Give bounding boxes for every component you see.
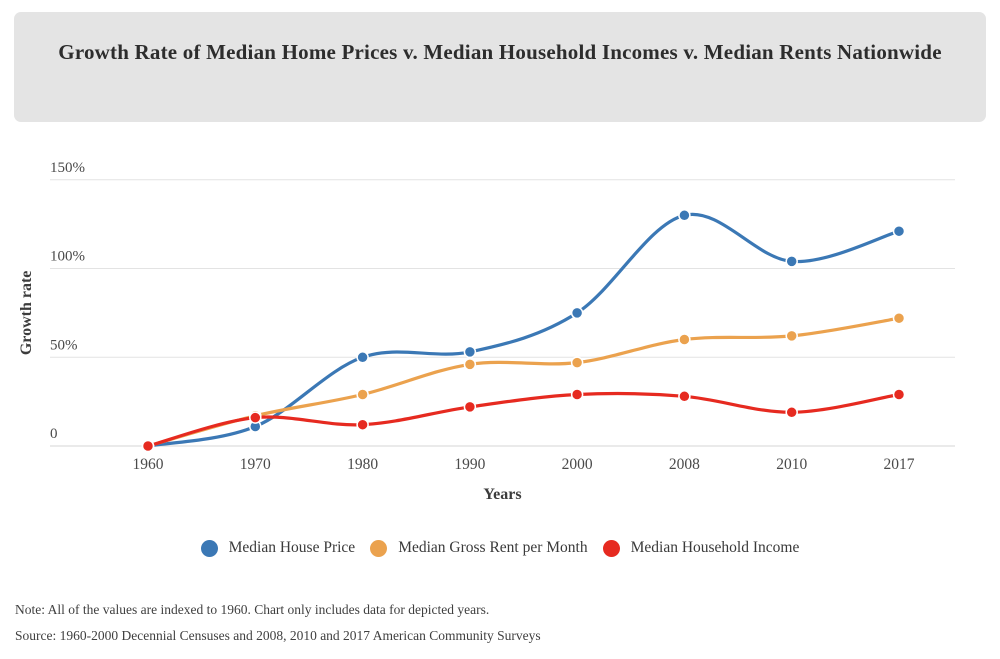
legend-marker-icon [370, 539, 388, 557]
x-axis-title: Years [483, 486, 521, 503]
y-tick-label: 100% [50, 249, 85, 265]
chart-source: Source: 1960-2000 Decennial Censuses and… [15, 628, 541, 643]
data-point-median-household-income-2000[interactable] [570, 388, 584, 401]
line-median-household-income [146, 391, 901, 448]
data-point-median-gross-rent-per-month-2010[interactable] [785, 329, 798, 343]
data-point-median-house-price-2010[interactable] [785, 255, 798, 268]
data-point-median-household-income-1970[interactable] [249, 411, 262, 424]
data-point-median-gross-rent-per-month-2008[interactable] [678, 333, 691, 346]
data-point-median-house-price-1990[interactable] [463, 345, 477, 359]
data-point-median-house-price-2008[interactable] [678, 209, 691, 222]
x-tick-label: 2000 [562, 456, 593, 473]
x-tick-label: 1960 [133, 456, 164, 473]
line-median-gross-rent-per-month [146, 316, 901, 448]
data-point-median-house-price-2000[interactable] [570, 306, 584, 320]
x-tick-label: 2010 [776, 456, 807, 473]
chart-title-card: Growth Rate of Median Home Prices v. Med… [14, 12, 986, 122]
x-tick-label: 2008 [669, 456, 700, 473]
legend-marker-icon [200, 539, 218, 557]
data-point-median-household-income-1960[interactable] [141, 439, 155, 453]
data-point-median-gross-rent-per-month-2017[interactable] [892, 311, 906, 325]
legend-item-median-house-price[interactable]: Median House Price [200, 539, 356, 557]
legend-label: Median House Price [228, 539, 356, 556]
chart-legend: Median House Price Median Gross Rent per … [0, 535, 1000, 561]
x-tick-label: 2017 [884, 456, 915, 473]
legend-label: Median Household Income [630, 539, 800, 556]
growth-rate-line-chart: 0 50% 100% 150% Growth rate 1960 1970 1980 1990 2… [18, 160, 955, 503]
x-tick-label: 1990 [454, 456, 485, 473]
legend-item-median-gross-rent-per-month[interactable]: Median Gross Rent per Month [370, 539, 588, 557]
y-tick-label: 0 [50, 426, 58, 442]
data-point-median-gross-rent-per-month-2000[interactable] [570, 356, 584, 369]
y-axis-title: Growth rate [18, 271, 35, 356]
data-point-median-household-income-2010[interactable] [785, 406, 798, 419]
y-tick-label: 50% [50, 337, 78, 353]
legend-item-median-household-income[interactable]: Median Household Income [602, 539, 800, 557]
data-point-median-household-income-1980[interactable] [356, 418, 369, 431]
data-point-median-gross-rent-per-month-1980[interactable] [356, 388, 369, 401]
data-point-median-house-price-2017[interactable] [892, 224, 906, 238]
legend-marker-icon [602, 539, 620, 557]
chart-title: Growth Rate of Median Home Prices v. Med… [58, 40, 942, 64]
data-point-median-household-income-2017[interactable] [892, 388, 906, 401]
x-tick-label: 1980 [347, 456, 378, 473]
data-point-median-household-income-2008[interactable] [678, 390, 691, 403]
data-point-median-household-income-1990[interactable] [463, 400, 477, 414]
data-point-median-house-price-1980[interactable] [356, 351, 369, 364]
x-tick-label: 1970 [240, 456, 271, 473]
legend-label: Median Gross Rent per Month [398, 539, 588, 556]
y-tick-label: 150% [50, 160, 85, 176]
chart-note: Note: All of the values are indexed to 1… [15, 602, 490, 617]
data-point-median-gross-rent-per-month-1990[interactable] [463, 358, 477, 371]
